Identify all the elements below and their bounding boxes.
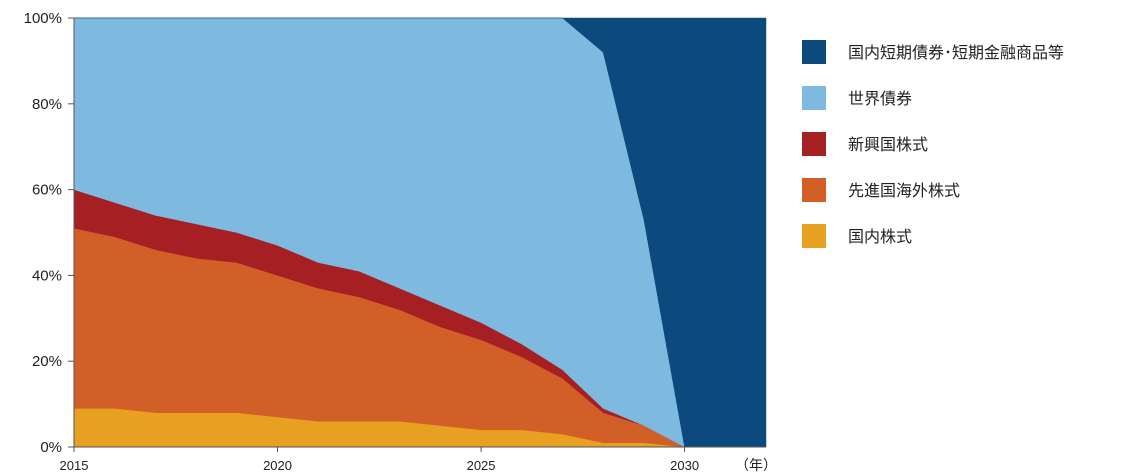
x-tick-label: 2020: [263, 458, 292, 473]
legend-label: 国内株式: [848, 227, 912, 246]
x-tick-label: 2015: [60, 458, 89, 473]
y-tick-label: 20%: [32, 353, 62, 370]
legend-label: 先進国海外株式: [848, 181, 960, 200]
legend-label: 新興国株式: [848, 135, 928, 154]
axes: [73, 18, 766, 448]
x-tick-label: 2030: [670, 458, 699, 473]
y-tick-label: 80%: [32, 96, 62, 113]
x-axis-ticks: 2015 2020 2025 2030: [60, 447, 699, 473]
legend-swatch: [802, 40, 826, 64]
y-tick-label: 40%: [32, 267, 62, 284]
x-axis-unit-label: （年）: [735, 458, 777, 474]
legend-swatch: [802, 132, 826, 156]
y-axis-ticks: 0% 20% 40% 60% 80% 100%: [24, 10, 74, 456]
y-tick-label: 60%: [32, 182, 62, 199]
x-tick-label: 2025: [467, 458, 496, 473]
area-series-4: [74, 17, 767, 448]
area-layer: [73, 17, 767, 448]
legend-swatch: [802, 178, 826, 202]
y-tick-label: 100%: [24, 10, 62, 27]
legend-label: 国内短期債券･短期金融商品等: [848, 43, 1064, 62]
legend-swatch: [802, 86, 826, 110]
y-tick-label: 0%: [40, 439, 62, 456]
legend-label: 世界債券: [848, 89, 912, 108]
legend-swatch: [802, 224, 826, 248]
